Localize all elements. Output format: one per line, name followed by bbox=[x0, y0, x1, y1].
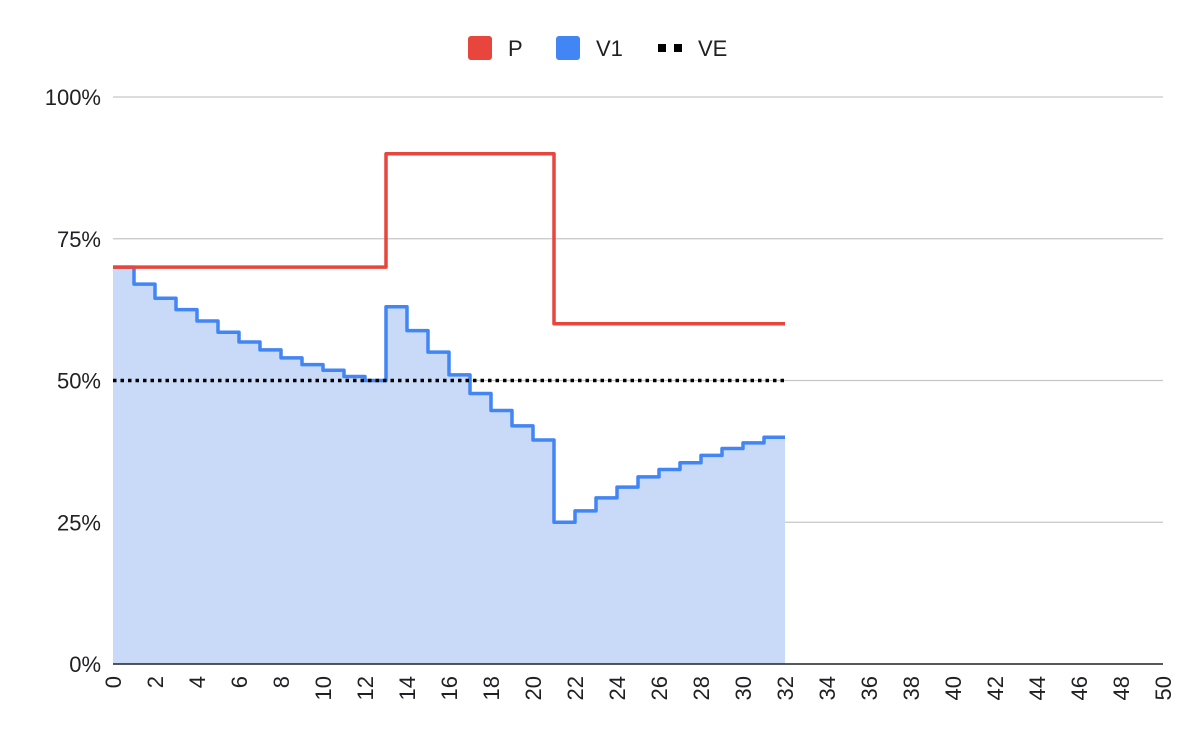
legend-swatch-dot bbox=[658, 44, 666, 52]
x-tick-label: 10 bbox=[311, 676, 336, 700]
x-tick-label: 18 bbox=[479, 676, 504, 700]
legend-swatch-V1 bbox=[556, 36, 580, 60]
y-tick-label: 75% bbox=[57, 227, 101, 252]
legend-label-V1: V1 bbox=[596, 36, 623, 61]
x-tick-label: 16 bbox=[437, 676, 462, 700]
x-tick-label: 22 bbox=[563, 676, 588, 700]
series-P-line bbox=[113, 151, 785, 326]
y-tick-label: 0% bbox=[69, 652, 101, 677]
x-tick-label: 40 bbox=[941, 676, 966, 700]
y-tick-label: 100% bbox=[45, 85, 101, 110]
legend-swatch-P bbox=[468, 36, 492, 60]
x-tick-label: 6 bbox=[227, 676, 252, 688]
x-tick-label: 26 bbox=[647, 676, 672, 700]
x-tick-label: 20 bbox=[521, 676, 546, 700]
x-tick-label: 48 bbox=[1109, 676, 1134, 700]
x-tick-label: 14 bbox=[395, 676, 420, 700]
legend: P V1 VE bbox=[468, 36, 727, 61]
x-tick-label: 44 bbox=[1025, 676, 1050, 700]
x-tick-label: 34 bbox=[815, 676, 840, 700]
x-tick-label: 42 bbox=[983, 676, 1008, 700]
legend-swatch-dot bbox=[674, 44, 682, 52]
x-tick-label: 30 bbox=[731, 676, 756, 700]
legend-label-P: P bbox=[508, 36, 523, 61]
x-tick-label: 38 bbox=[899, 676, 924, 700]
x-tick-label: 0 bbox=[101, 676, 126, 688]
x-tick-label: 12 bbox=[353, 676, 378, 700]
x-tick-label: 24 bbox=[605, 676, 630, 700]
series-V1-line bbox=[113, 265, 785, 524]
x-tick-label: 4 bbox=[185, 676, 210, 688]
y-tick-label: 25% bbox=[57, 510, 101, 535]
x-tick-label: 8 bbox=[269, 676, 294, 688]
x-tick-label: 32 bbox=[773, 676, 798, 700]
series-layer bbox=[113, 151, 785, 664]
x-tick-label: 36 bbox=[857, 676, 882, 700]
x-tick-label: 46 bbox=[1067, 676, 1092, 700]
y-tick-label: 50% bbox=[57, 369, 101, 394]
x-tick-label: 28 bbox=[689, 676, 714, 700]
x-tick-label: 50 bbox=[1151, 676, 1176, 700]
axes: 0%25%50%75%100%0 2 4 6 8 10 12 14 16 18 20 22 24 26 28… bbox=[45, 85, 1176, 700]
legend-label-VE: VE bbox=[698, 36, 727, 61]
x-tick-label: 2 bbox=[143, 676, 168, 688]
series-V1-area bbox=[113, 267, 785, 664]
